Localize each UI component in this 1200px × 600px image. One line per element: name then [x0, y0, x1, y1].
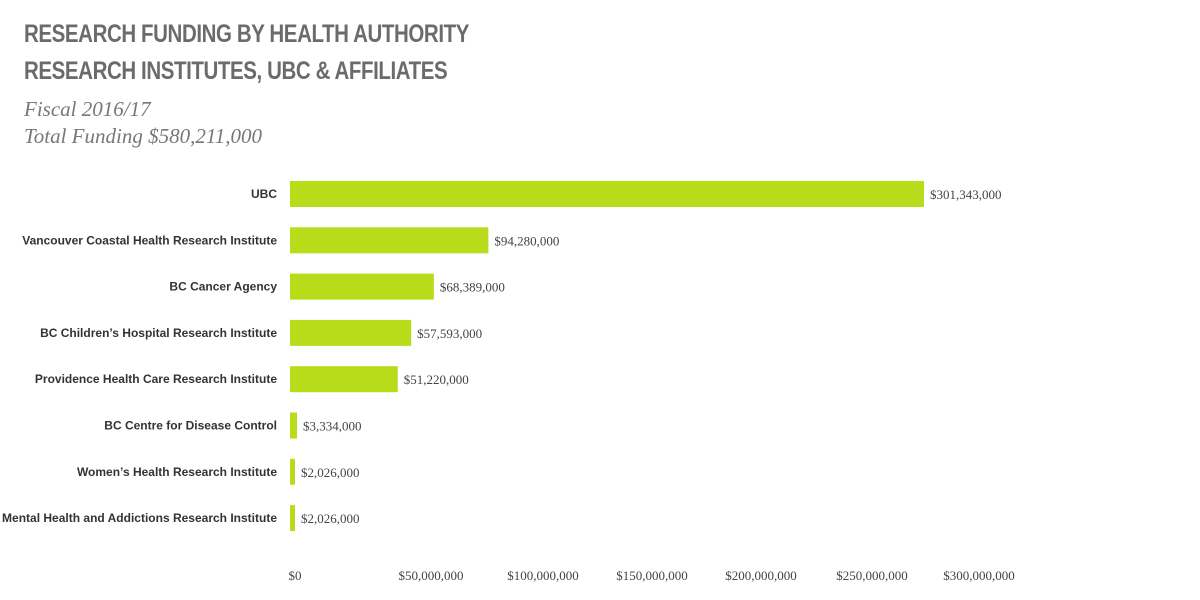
chart-title-line-1: RESEARCH FUNDING BY HEALTH AUTHORITY [24, 20, 469, 48]
bar [290, 458, 295, 485]
value-label: $2,026,000 [301, 465, 360, 480]
value-label: $94,280,000 [494, 233, 559, 248]
bar [290, 505, 295, 532]
x-tick-label: $100,000,000 [507, 568, 579, 583]
bar [290, 319, 412, 346]
bar [290, 366, 398, 393]
x-tick-label: $0 [289, 568, 302, 583]
value-label: $301,343,000 [930, 187, 1002, 202]
bar [290, 227, 489, 254]
x-tick-label: $250,000,000 [836, 568, 908, 583]
value-label: $68,389,000 [440, 280, 505, 295]
bar [290, 412, 298, 439]
category-label: Providence Health Care Research Institut… [35, 372, 277, 386]
chart-subtitle-fiscal: Fiscal 2016/17 [24, 97, 151, 121]
value-label: $51,220,000 [404, 372, 469, 387]
category-label: UBC [251, 187, 277, 201]
category-label: Vancouver Coastal Health Research Instit… [22, 233, 277, 247]
category-label: BC Children’s Hospital Research Institut… [40, 326, 277, 340]
bar [290, 181, 924, 207]
chart-title-line-2: RESEARCH INSTITUTES, UBC & AFFILIATES [24, 57, 448, 85]
x-tick-label: $150,000,000 [616, 568, 688, 583]
value-label: $57,593,000 [417, 326, 482, 341]
x-tick-label: $50,000,000 [399, 568, 464, 583]
value-label: $2,026,000 [301, 511, 360, 526]
category-label: BC Centre for Disease Control [104, 419, 277, 433]
category-label: BC Cancer Agency [169, 280, 277, 294]
category-label: Women’s Health Research Institute [77, 465, 277, 479]
x-tick-label: $200,000,000 [725, 568, 797, 583]
chart-subtitle-total: Total Funding $580,211,000 [24, 124, 263, 148]
value-label: $3,334,000 [303, 419, 362, 434]
x-tick-label: $300,000,000 [943, 568, 1015, 583]
bar [290, 273, 434, 300]
category-label: BC Mental Health and Addictions Research… [0, 511, 277, 525]
